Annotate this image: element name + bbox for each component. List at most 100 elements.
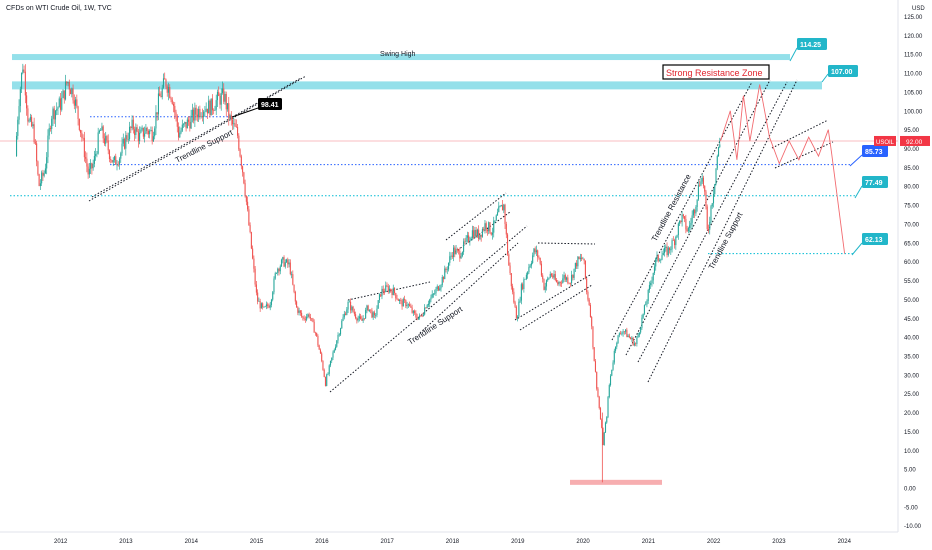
candle-body [425,307,427,309]
candle-body [700,181,702,186]
candle-body [535,250,537,253]
candle-body [528,267,530,273]
candle-body [586,278,588,292]
candle-body [15,135,18,157]
trend-support-2 [647,79,798,383]
candle-body [388,288,391,292]
candle-body [601,419,603,428]
channel-2019-low-b [519,284,593,331]
candle-body [201,116,203,117]
candle-body [181,124,183,131]
candle-body [542,275,544,280]
candle-body [523,279,525,290]
candle-body [376,308,378,316]
candle-body [268,306,270,308]
candle-body [122,139,124,144]
candle-body [120,153,122,159]
y-tick-label: 30.00 [904,373,920,379]
candle-body [422,314,424,317]
candle-body [44,168,46,174]
candle-body [155,112,157,129]
candle-body [362,318,364,321]
candle-body [641,317,643,328]
candle-body [517,316,519,319]
candle-body [460,256,462,259]
candle-body [406,305,408,307]
candle-body [530,263,532,266]
candle-body [519,300,521,302]
candle-body [567,277,569,283]
channel-2018-top-a [445,192,507,241]
y-tick-label: -10.00 [904,524,922,530]
candle-body [666,246,668,256]
candle-body [255,284,257,293]
candle-body [705,191,707,207]
candle-body [582,258,584,260]
price-axis-panel[interactable] [898,0,932,550]
candle-body [299,310,301,313]
tag-connector-114 [789,47,798,62]
candle-body [390,288,392,292]
candle-body [543,279,545,290]
candle-body [702,177,705,186]
candle-body [662,252,664,256]
candle-body [329,360,332,366]
candle-body [269,304,271,308]
candle-body [219,96,221,105]
candle-body [145,127,147,134]
y-tick-label: 15.00 [904,430,920,436]
candle-body [303,317,305,319]
candle-body [409,304,411,307]
candle-body [714,184,716,194]
candle-body [249,225,251,233]
candle-body [569,283,571,284]
candle-body [437,286,440,291]
candle-body [46,157,48,169]
candle-body [410,306,412,308]
candle-body [103,138,105,144]
tag-107-00-bg [828,65,858,77]
candle-body [115,156,117,165]
candle-body [88,168,90,175]
candle-body [392,287,394,296]
candle-body [387,286,389,292]
candle-body [559,282,561,283]
candle-body [699,185,701,186]
candle-body [231,119,234,125]
candle-body [578,256,580,259]
candle-body [58,98,60,108]
candle-body [142,127,144,137]
candle-body [210,98,212,116]
candle-body [117,164,119,166]
candle-body [240,156,242,167]
candle-body [591,316,593,327]
candle-body [293,284,295,292]
candle-body [434,293,436,294]
y-tick-label: 115.00 [904,53,923,59]
candle-body [696,199,698,207]
candle-body [488,222,490,232]
candle-body [130,126,132,128]
candle-body [69,89,72,95]
candle-body [525,274,527,280]
candle-body [645,304,647,306]
tag-85-73-bg [862,145,888,157]
candle-body [566,277,568,280]
candle-body [584,260,586,279]
candle-body [564,275,566,280]
candle-body [687,227,689,232]
candle-body [458,249,460,252]
candle-body [411,307,413,313]
candle-body [21,72,23,89]
candle-body [450,255,452,257]
candle-body [414,310,416,314]
candle-body [627,335,629,338]
candle-body [24,71,26,96]
tag-77-49-bg [862,176,888,188]
candle-body [101,126,103,131]
candle-body [139,132,141,142]
candle-body [121,143,123,154]
candle-body [509,265,511,274]
